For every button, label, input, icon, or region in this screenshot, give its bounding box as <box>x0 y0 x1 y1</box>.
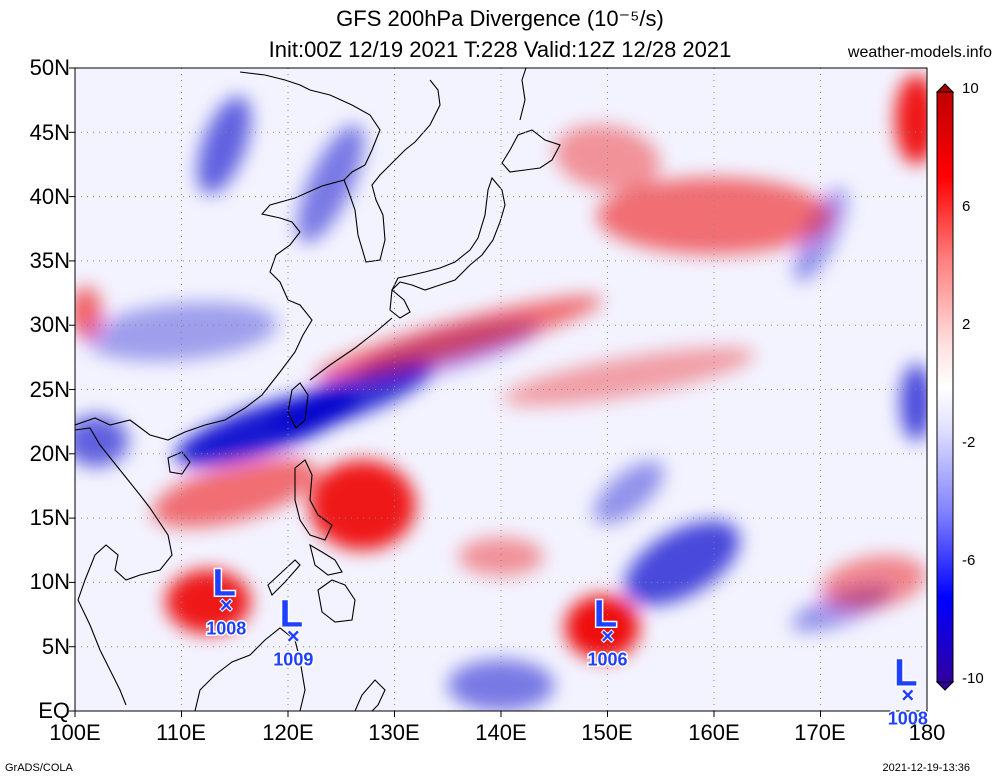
coast-luzon <box>294 459 333 541</box>
lat-lon-grid <box>75 68 927 711</box>
lon-label: 160E <box>688 720 740 745</box>
divergence-area <box>314 295 603 381</box>
lon-label: 180 <box>908 720 946 745</box>
low-letter: L <box>894 653 917 695</box>
divergence-area <box>309 460 416 551</box>
coast-japan-honshu <box>391 176 506 291</box>
lat-label: 35N <box>29 248 70 273</box>
divergence-area <box>895 74 927 165</box>
lat-label: 20N <box>29 441 70 466</box>
coast-korea <box>343 79 441 263</box>
coast-ryukyu <box>309 317 393 381</box>
colorbar-label: 2 <box>962 316 971 333</box>
low-center-mark: × <box>601 623 614 648</box>
colorbar-label: -10 <box>962 670 984 687</box>
divergence-area <box>75 286 102 339</box>
coast-taiwan <box>287 382 309 429</box>
lat-label: 40N <box>29 184 70 209</box>
timestamp-credit: 2021-12-19-13:36 <box>882 762 970 774</box>
divergence-area <box>152 457 318 528</box>
low-marker: L×1008 <box>886 651 929 730</box>
lat-label: 45N <box>29 120 70 145</box>
convergence-area <box>197 96 251 195</box>
low-center-mark: × <box>220 593 233 618</box>
low-pressure-value: 1008 <box>206 619 246 639</box>
grads-credit: GrADS/COLA <box>5 762 73 774</box>
colorbar <box>935 83 955 691</box>
coast-sulawesi <box>354 679 386 711</box>
coastlines <box>75 68 561 711</box>
coast-mindanao <box>317 579 356 623</box>
low-marker: L×1009 <box>272 592 315 671</box>
low-marker: L×1006 <box>586 592 629 671</box>
lon-label: 140E <box>475 720 527 745</box>
chart-title: GFS 200hPa Divergence (10⁻⁵/s) <box>336 6 664 31</box>
lat-label: 50N <box>29 55 70 80</box>
convergence-area <box>593 461 664 524</box>
axis-ticks <box>69 67 928 717</box>
coast-hokkaido <box>501 129 561 173</box>
lat-label: 10N <box>29 569 70 594</box>
low-pressure-value: 1009 <box>273 649 313 669</box>
lat-label: 5N <box>41 634 70 659</box>
divergence-area <box>596 177 832 255</box>
chart-subtitle: Init:00Z 12/19 2021 T:228 Valid:12Z 12/2… <box>268 37 732 62</box>
lat-label: 25N <box>29 377 70 402</box>
coast-borneo <box>194 627 306 711</box>
coast-sakhalin <box>519 68 527 121</box>
low-center-mark: × <box>901 683 914 708</box>
low-letter: L <box>594 593 617 635</box>
colorbar-top-cap <box>935 83 955 93</box>
lat-label: 15N <box>29 505 70 530</box>
low-center-mark: × <box>287 623 300 648</box>
colorbar-label: -2 <box>962 434 976 451</box>
convergence-area <box>794 188 847 283</box>
divergence-area <box>564 595 640 660</box>
coast-hainan <box>167 451 191 475</box>
convergence-area <box>447 659 555 711</box>
low-pressure-value: 1006 <box>587 649 627 669</box>
coast-indochina <box>75 427 173 601</box>
colorbar-label: 10 <box>962 80 979 97</box>
coast-china <box>75 164 366 441</box>
lon-label: 170E <box>794 720 846 745</box>
lon-label: 130E <box>368 720 420 745</box>
lon-label: 120E <box>262 720 314 745</box>
coast-malay <box>77 599 127 706</box>
convergence-area <box>624 520 740 606</box>
divergence-area <box>165 569 251 634</box>
low-marker: L×1008 <box>205 561 248 640</box>
site-credit: weather-models.info <box>847 44 992 61</box>
lon-label: 100E <box>49 720 101 745</box>
coast-russia <box>239 71 381 166</box>
convergence-area <box>900 363 927 441</box>
convergence-area <box>85 302 278 362</box>
lon-label: 110E <box>156 720 206 745</box>
colorbar-scale <box>936 91 954 683</box>
colorbar-label: 6 <box>962 198 971 215</box>
low-letter: L <box>213 563 236 605</box>
low-pressure-value: 1008 <box>888 709 928 729</box>
colorbar-bottom-cap <box>935 681 955 691</box>
coast-palawan <box>267 559 301 596</box>
colorbar-label: -6 <box>962 552 976 569</box>
divergence-area <box>458 537 544 576</box>
coast-visayas <box>309 543 343 576</box>
low-letter: L <box>280 593 303 635</box>
lon-label: 150E <box>581 720 633 745</box>
lat-label: 30N <box>29 312 70 337</box>
lat-label: EQ <box>38 698 70 723</box>
divergence-area <box>502 347 755 406</box>
coast-kyushu <box>389 288 411 319</box>
